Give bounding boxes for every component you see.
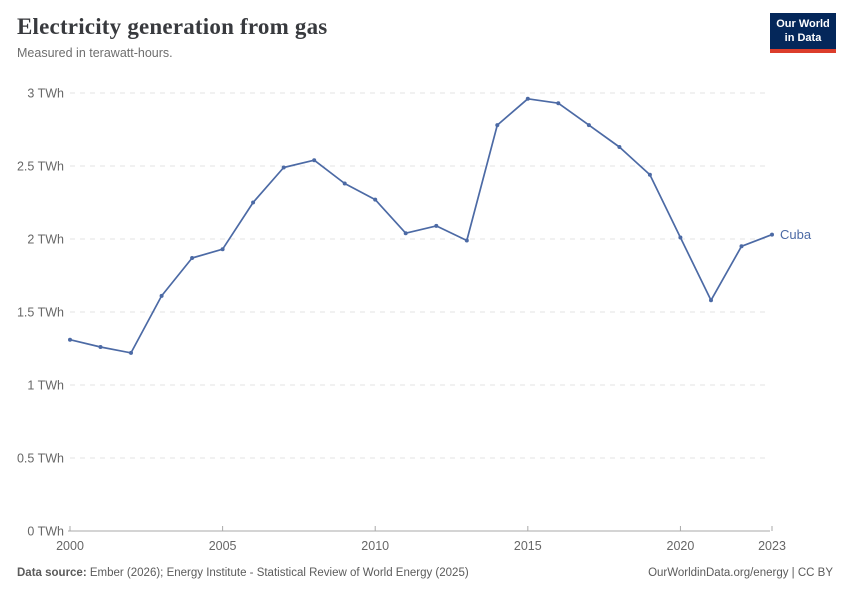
y-axis-tick-label: 3 TWh — [27, 87, 64, 101]
data-point-marker — [220, 247, 225, 252]
x-axis-tick-label: 2020 — [667, 539, 695, 553]
owid-logo: Our World in Data — [770, 13, 836, 53]
data-point-marker — [525, 96, 530, 101]
owid-logo-line2: in Data — [784, 31, 822, 44]
data-point-marker — [464, 238, 469, 243]
data-point-marker — [586, 123, 591, 128]
data-point-marker — [617, 145, 622, 149]
data-point-marker — [495, 123, 500, 128]
data-point-marker — [281, 165, 286, 170]
x-axis-tick-label: 2005 — [209, 539, 237, 553]
data-point-marker — [647, 172, 652, 177]
data-line-cuba[interactable] — [69, 97, 773, 354]
data-source-label: Data source: — [17, 567, 87, 579]
x-axis-tick-label: 2023 — [758, 539, 786, 553]
y-axis-tick-label: 0.5 TWh — [17, 452, 64, 466]
y-axis-tick-label: 2.5 TWh — [17, 160, 64, 174]
data-point-marker — [159, 293, 164, 298]
owid-logo-line1: Our World — [776, 18, 830, 30]
footer-link[interactable]: OurWorldinData.org/energy | CC BY — [648, 567, 833, 579]
x-axis-tick-label: 2015 — [514, 539, 542, 553]
data-point-marker — [342, 181, 347, 186]
data-point-marker — [739, 244, 744, 249]
data-point-marker — [403, 231, 408, 236]
x-axis-tick-label: 2000 — [56, 539, 84, 553]
data-point-marker — [434, 223, 439, 228]
data-point-marker — [251, 200, 256, 205]
data-point-marker — [98, 345, 103, 349]
page-title: Electricity generation from gas — [17, 14, 328, 39]
y-axis-tick-label: 1 TWh — [27, 379, 64, 393]
chart-footer: Data source: Ember (2026); Energy Instit… — [17, 567, 833, 579]
data-point-marker — [556, 101, 561, 106]
y-axis-tick-label: 1.5 TWh — [17, 306, 64, 320]
data-point-marker — [68, 337, 72, 342]
data-source: Data source: Ember (2026); Energy Instit… — [17, 567, 469, 579]
y-axis-tick-label: 2 TWh — [27, 233, 64, 247]
chart-header: Electricity generation from gas Measured… — [17, 14, 327, 60]
data-point-marker — [312, 158, 317, 163]
data-point-marker — [678, 235, 683, 240]
data-source-text: Ember (2026); Energy Institute - Statist… — [86, 567, 469, 579]
y-axis-tick-label: 0 TWh — [27, 525, 64, 539]
series-label-cuba: Cuba — [780, 227, 812, 242]
data-point-marker — [709, 298, 713, 303]
x-axis-tick-label: 2010 — [361, 539, 389, 553]
data-point-marker — [373, 197, 378, 202]
data-point-marker — [129, 350, 133, 355]
data-point-marker — [190, 256, 195, 260]
chart-subtitle: Measured in terawatt-hours. — [17, 46, 173, 60]
data-point-marker — [770, 232, 774, 237]
